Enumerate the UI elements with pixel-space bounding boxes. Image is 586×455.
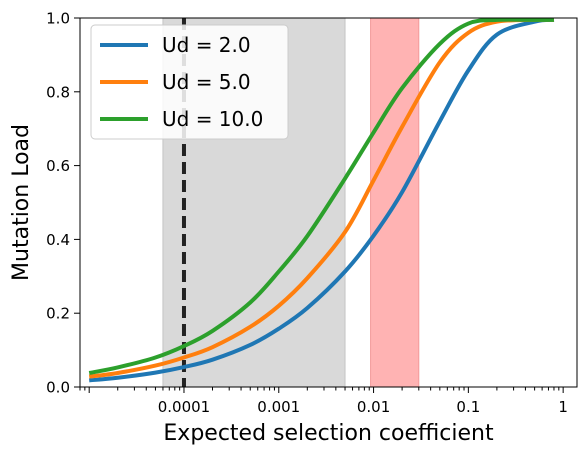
x-tick-label: 0.01 xyxy=(357,398,390,416)
x-axis-label: Expected selection coefficient xyxy=(163,421,494,446)
legend: Ud = 2.0 Ud = 5.0 Ud = 10.0 xyxy=(90,24,289,140)
y-tick-label: 1.0 xyxy=(46,10,70,28)
legend-label-0: Ud = 2.0 xyxy=(162,33,251,57)
y-tick-label: 0.4 xyxy=(46,231,70,249)
series-line-0 xyxy=(89,17,555,383)
series-lines xyxy=(88,17,555,383)
series-line-2 xyxy=(88,17,554,375)
x-tick-label: 0.0001 xyxy=(158,398,211,416)
plot-frame xyxy=(79,17,578,388)
x-tick-label: 0.1 xyxy=(456,398,480,416)
legend-label-1: Ud = 5.0 xyxy=(162,70,251,94)
y-axis: 0.0 0.2 0.4 0.6 0.8 1.0 xyxy=(46,10,80,397)
x-axis: 0.0001 0.001 0.01 0.1 1 xyxy=(79,387,568,416)
x-tick-label: 1 xyxy=(558,398,568,416)
y-tick-label: 0.8 xyxy=(46,83,70,101)
y-tick-label: 0.2 xyxy=(46,305,70,323)
y-tick-label: 0.6 xyxy=(46,157,70,175)
x-tick-label: 0.001 xyxy=(257,398,300,416)
y-axis-label: Mutation Load xyxy=(9,124,34,281)
series-line-1 xyxy=(88,17,554,379)
legend-box xyxy=(90,24,289,140)
y-tick-label: 0.0 xyxy=(46,379,70,397)
legend-label-2: Ud = 10.0 xyxy=(162,107,263,131)
